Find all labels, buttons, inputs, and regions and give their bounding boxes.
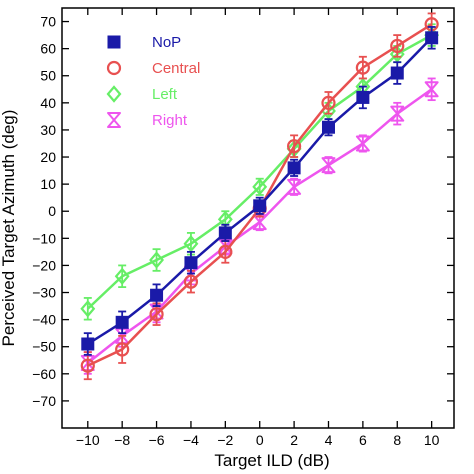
series-central-point bbox=[218, 244, 233, 259]
plot-frame bbox=[61, 7, 455, 429]
series-right-point bbox=[355, 135, 370, 152]
legend-label-central: Central bbox=[152, 60, 200, 77]
series-left-point bbox=[149, 251, 165, 269]
y-tick-label: −60 bbox=[32, 366, 56, 382]
x-axis-title: Target ILD (dB) bbox=[214, 451, 329, 470]
series-nop-point bbox=[321, 120, 335, 134]
y-tick-label: 40 bbox=[40, 95, 56, 111]
series-nop-point bbox=[287, 161, 301, 175]
legend-item-nop: NoP bbox=[107, 34, 181, 51]
series-central-point bbox=[149, 307, 164, 322]
legend-label-nop: NoP bbox=[152, 34, 181, 51]
series-left bbox=[80, 23, 440, 321]
x-tick-label: 8 bbox=[393, 432, 401, 448]
x-tick-label: −2 bbox=[217, 432, 233, 448]
y-tick-label: −50 bbox=[32, 339, 56, 355]
series-right-point bbox=[321, 157, 336, 174]
y-tick-label: 20 bbox=[40, 149, 56, 165]
series-left-point bbox=[183, 235, 199, 253]
series-nop bbox=[81, 26, 439, 356]
series-left-line bbox=[86, 34, 433, 310]
series-central-point bbox=[287, 139, 302, 154]
y-tick-label: 50 bbox=[40, 68, 56, 84]
series-right-point bbox=[424, 81, 439, 98]
series-central-point bbox=[80, 358, 95, 373]
y-axis-title: Perceived Target Azimuth (deg) bbox=[0, 110, 18, 347]
x-tick-label: −8 bbox=[114, 432, 130, 448]
series-central-point bbox=[355, 60, 370, 75]
x-tick-label: 6 bbox=[359, 432, 367, 448]
legend-item-left: Left bbox=[106, 85, 178, 103]
y-tick-label: 10 bbox=[40, 176, 56, 192]
y-tick-label: 70 bbox=[40, 14, 56, 30]
x-tick-label: 10 bbox=[424, 432, 440, 448]
series-nop-point bbox=[184, 256, 198, 270]
series-right-point bbox=[287, 178, 302, 195]
y-tick-label: −10 bbox=[32, 230, 56, 246]
x-tick-label: −6 bbox=[149, 432, 165, 448]
series-right-point bbox=[115, 327, 130, 344]
y-tick-label: 0 bbox=[48, 203, 56, 219]
x-tick-label: −4 bbox=[183, 432, 199, 448]
series-central-point bbox=[183, 274, 199, 289]
legend-marker-nop bbox=[107, 35, 121, 49]
axes: −10 −8 −6 −4 −2 0 2 4 6 8 10706050403020100−10−20−… bbox=[32, 7, 455, 448]
legend-item-central: Central bbox=[106, 60, 200, 77]
y-tick-label: −20 bbox=[32, 257, 56, 273]
y-tick-label: 30 bbox=[40, 122, 56, 138]
legend-marker-central bbox=[106, 60, 122, 76]
x-tick-label: 4 bbox=[325, 432, 333, 448]
series-layer bbox=[80, 12, 440, 381]
y-tick-label: −30 bbox=[32, 285, 56, 301]
series-right bbox=[80, 77, 439, 375]
series-nop-point bbox=[425, 31, 439, 45]
series-central bbox=[80, 12, 439, 381]
series-left-point bbox=[252, 178, 268, 196]
series-central-point bbox=[321, 95, 336, 110]
y-tick-label: −40 bbox=[32, 312, 56, 328]
series-nop-point bbox=[356, 90, 370, 104]
legend-item-right: Right bbox=[107, 112, 188, 129]
y-tick-label: −70 bbox=[32, 393, 56, 409]
series-nop-point bbox=[218, 226, 232, 240]
legend: NoP Central Left Right bbox=[106, 34, 200, 129]
series-nop-point bbox=[150, 288, 164, 302]
series-left-point bbox=[114, 267, 130, 285]
series-central-point bbox=[115, 342, 130, 357]
series-nop-point bbox=[390, 66, 404, 80]
series-nop-point bbox=[253, 199, 267, 213]
legend-label-right: Right bbox=[152, 112, 188, 129]
series-nop-point bbox=[115, 315, 129, 329]
legend-marker-left bbox=[106, 85, 122, 103]
series-right-point bbox=[390, 105, 405, 122]
legend-label-left: Left bbox=[152, 86, 178, 103]
x-tick-label: 2 bbox=[290, 432, 298, 448]
y-tick-label: 60 bbox=[40, 41, 56, 57]
x-tick-label: −10 bbox=[76, 432, 100, 448]
legend-marker-right bbox=[107, 112, 121, 128]
series-central-point bbox=[390, 38, 405, 54]
series-nop-point bbox=[81, 337, 95, 351]
x-tick-label: 0 bbox=[256, 432, 264, 448]
series-left-point bbox=[80, 300, 96, 318]
